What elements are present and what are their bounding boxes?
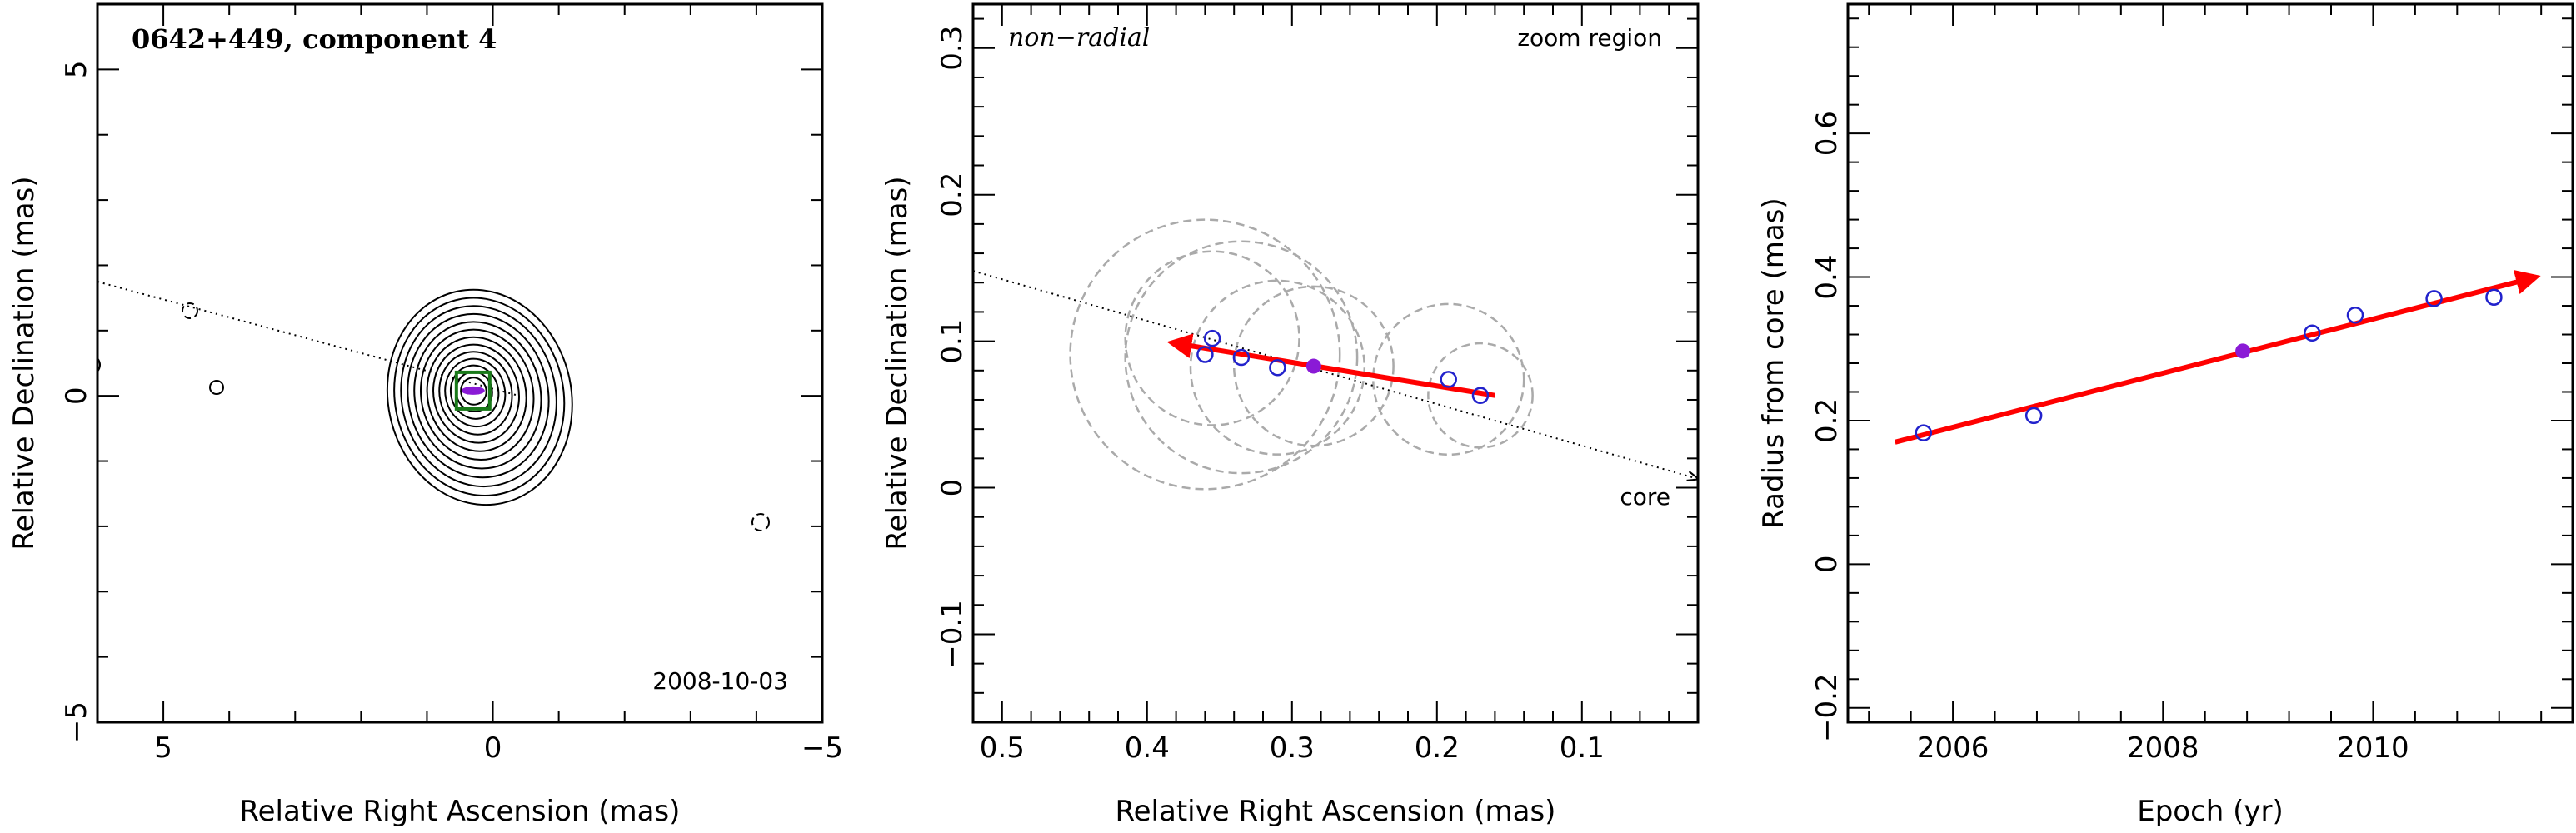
contour-level bbox=[419, 328, 535, 461]
panel-zoom-ytick-label: 0 bbox=[936, 479, 969, 497]
position-point bbox=[1269, 359, 1286, 377]
panel-zoom-ylabel: Relative Declination (mas) bbox=[881, 176, 914, 550]
panel-zoom-ytick-label: −0.1 bbox=[936, 600, 969, 669]
contour-level bbox=[393, 297, 566, 497]
panel-zoom-ytick-label: 0.1 bbox=[936, 319, 969, 364]
contour-level bbox=[444, 357, 507, 428]
contour-level bbox=[407, 312, 550, 479]
contour-level bbox=[432, 343, 520, 444]
gaussian-circle bbox=[1371, 302, 1525, 456]
contour-level bbox=[400, 305, 557, 488]
panel-map-ytick-label: 0 bbox=[60, 387, 93, 405]
gaussian-circle bbox=[1232, 285, 1395, 447]
panel-map-xtick-label: 5 bbox=[154, 731, 172, 765]
gaussian-circle bbox=[1069, 218, 1341, 491]
panel-zoom-label-nonradial: non−radial bbox=[1008, 23, 1150, 52]
position-point bbox=[1440, 371, 1457, 388]
radius-point bbox=[2024, 407, 2043, 425]
panel-radius-ytick-label: 0.6 bbox=[1810, 111, 1844, 156]
panel-zoom-lines bbox=[972, 270, 1698, 479]
noise-contour bbox=[209, 380, 224, 395]
panel-radius-ylabel: Radius from core (mas) bbox=[1757, 197, 1790, 528]
gaussian-circle bbox=[1189, 279, 1366, 456]
panel-map: 5 0 −5 −5 0 5 0642+449, component 4 2008-10-0… bbox=[7, 2, 843, 828]
panel-radius-ytick-label: 0.2 bbox=[1810, 398, 1844, 443]
component-box bbox=[454, 370, 492, 411]
panel-map-ytick-label: 5 bbox=[60, 61, 93, 79]
gaussian-circle bbox=[1124, 240, 1359, 475]
panel-map-ylabel: Relative Declination (mas) bbox=[7, 176, 41, 550]
panel-zoom-xtick-label: 0.4 bbox=[1125, 731, 1170, 765]
panel-radius: 2006 2008 2010 −0.2 0 0.2 0.4 0.6 Epoch (yr) Ra… bbox=[1757, 2, 2574, 828]
contour-level bbox=[460, 377, 487, 406]
contour-level bbox=[413, 321, 542, 470]
gaussian-circle bbox=[1427, 342, 1534, 449]
reference-epoch-point bbox=[1305, 358, 1321, 374]
panel-radius-ytick-label: −0.2 bbox=[1810, 673, 1844, 742]
panel-zoom-ytick-label: 0.2 bbox=[936, 172, 969, 217]
panel-zoom-xtick-label: 0.3 bbox=[1270, 731, 1315, 765]
noise-contour bbox=[182, 302, 198, 319]
gaussian-circles bbox=[1069, 218, 1534, 491]
panel-map-title: 0642+449, component 4 bbox=[132, 23, 497, 55]
panel-radius-xtick-label: 2008 bbox=[2127, 731, 2199, 765]
panel-radius-xlabel: Epoch (yr) bbox=[2137, 795, 2284, 828]
panel-map-xtick-label: 0 bbox=[484, 731, 502, 765]
position-point bbox=[1232, 348, 1251, 367]
radius-point bbox=[2485, 288, 2503, 306]
radius-point bbox=[2346, 306, 2364, 324]
panel-zoom-label-core: core bbox=[1620, 483, 1670, 511]
panel-zoom-label-zoom: zoom region bbox=[1517, 24, 1662, 52]
panel-zoom-xlabel: Relative Right Ascension (mas) bbox=[1116, 795, 1556, 828]
noise-contour bbox=[751, 513, 770, 531]
position-point bbox=[1196, 346, 1214, 363]
panel-map-xlabel: Relative Right Ascension (mas) bbox=[240, 795, 681, 828]
gaussian-circle bbox=[1124, 250, 1300, 426]
panel-map-xtick-label: −5 bbox=[801, 731, 843, 765]
contour-set bbox=[386, 288, 573, 506]
contour-level bbox=[426, 336, 527, 452]
component-marker bbox=[461, 386, 485, 395]
panel-zoom-xtick-label: 0.5 bbox=[980, 731, 1025, 765]
panel-zoom-xtick-label: 0.1 bbox=[1560, 731, 1605, 765]
panel-radius-points bbox=[1915, 288, 2503, 441]
panel-radius-xtick-label: 2006 bbox=[1917, 731, 1989, 765]
radius-point bbox=[2425, 290, 2443, 307]
position-point bbox=[1471, 387, 1490, 404]
panel-map-frame bbox=[96, 2, 824, 724]
panel-zoom-frame bbox=[971, 2, 1700, 724]
panel-zoom-ticks: 0.5 0.4 0.3 0.2 0.1 −0.1 0 0.1 0.2 0.3 bbox=[936, 4, 1699, 765]
panel-zoom-ytick-label: 0.3 bbox=[936, 26, 969, 71]
panel-zoom-xtick-label: 0.2 bbox=[1415, 731, 1460, 765]
panel-radius-frame bbox=[1846, 2, 2574, 724]
panel-map-ytick-label: −5 bbox=[60, 701, 93, 743]
radius-point bbox=[1915, 424, 1933, 441]
panel-map-date: 2008-10-03 bbox=[652, 667, 788, 695]
panel-radius-ytick-label: 0 bbox=[1810, 556, 1844, 574]
panel-radius-ticks: 2006 2008 2010 −0.2 0 0.2 0.4 0.6 bbox=[1810, 4, 2573, 765]
position-point bbox=[1203, 329, 1221, 347]
contour-level bbox=[438, 351, 513, 436]
panel-radius-ytick-label: 0.4 bbox=[1810, 255, 1844, 300]
panel-radius-xtick-label: 2010 bbox=[2337, 731, 2409, 765]
motion-vector-arrow bbox=[1166, 333, 1495, 398]
panel-zoom-points bbox=[1196, 329, 1490, 404]
panel-zoom: 0.5 0.4 0.3 0.2 0.1 −0.1 0 0.1 0.2 0.3 non−radial… bbox=[881, 2, 1700, 828]
reference-epoch-point bbox=[2235, 343, 2251, 359]
contour-level bbox=[386, 288, 573, 506]
radius-point bbox=[2304, 324, 2321, 342]
contour-level bbox=[449, 364, 500, 420]
